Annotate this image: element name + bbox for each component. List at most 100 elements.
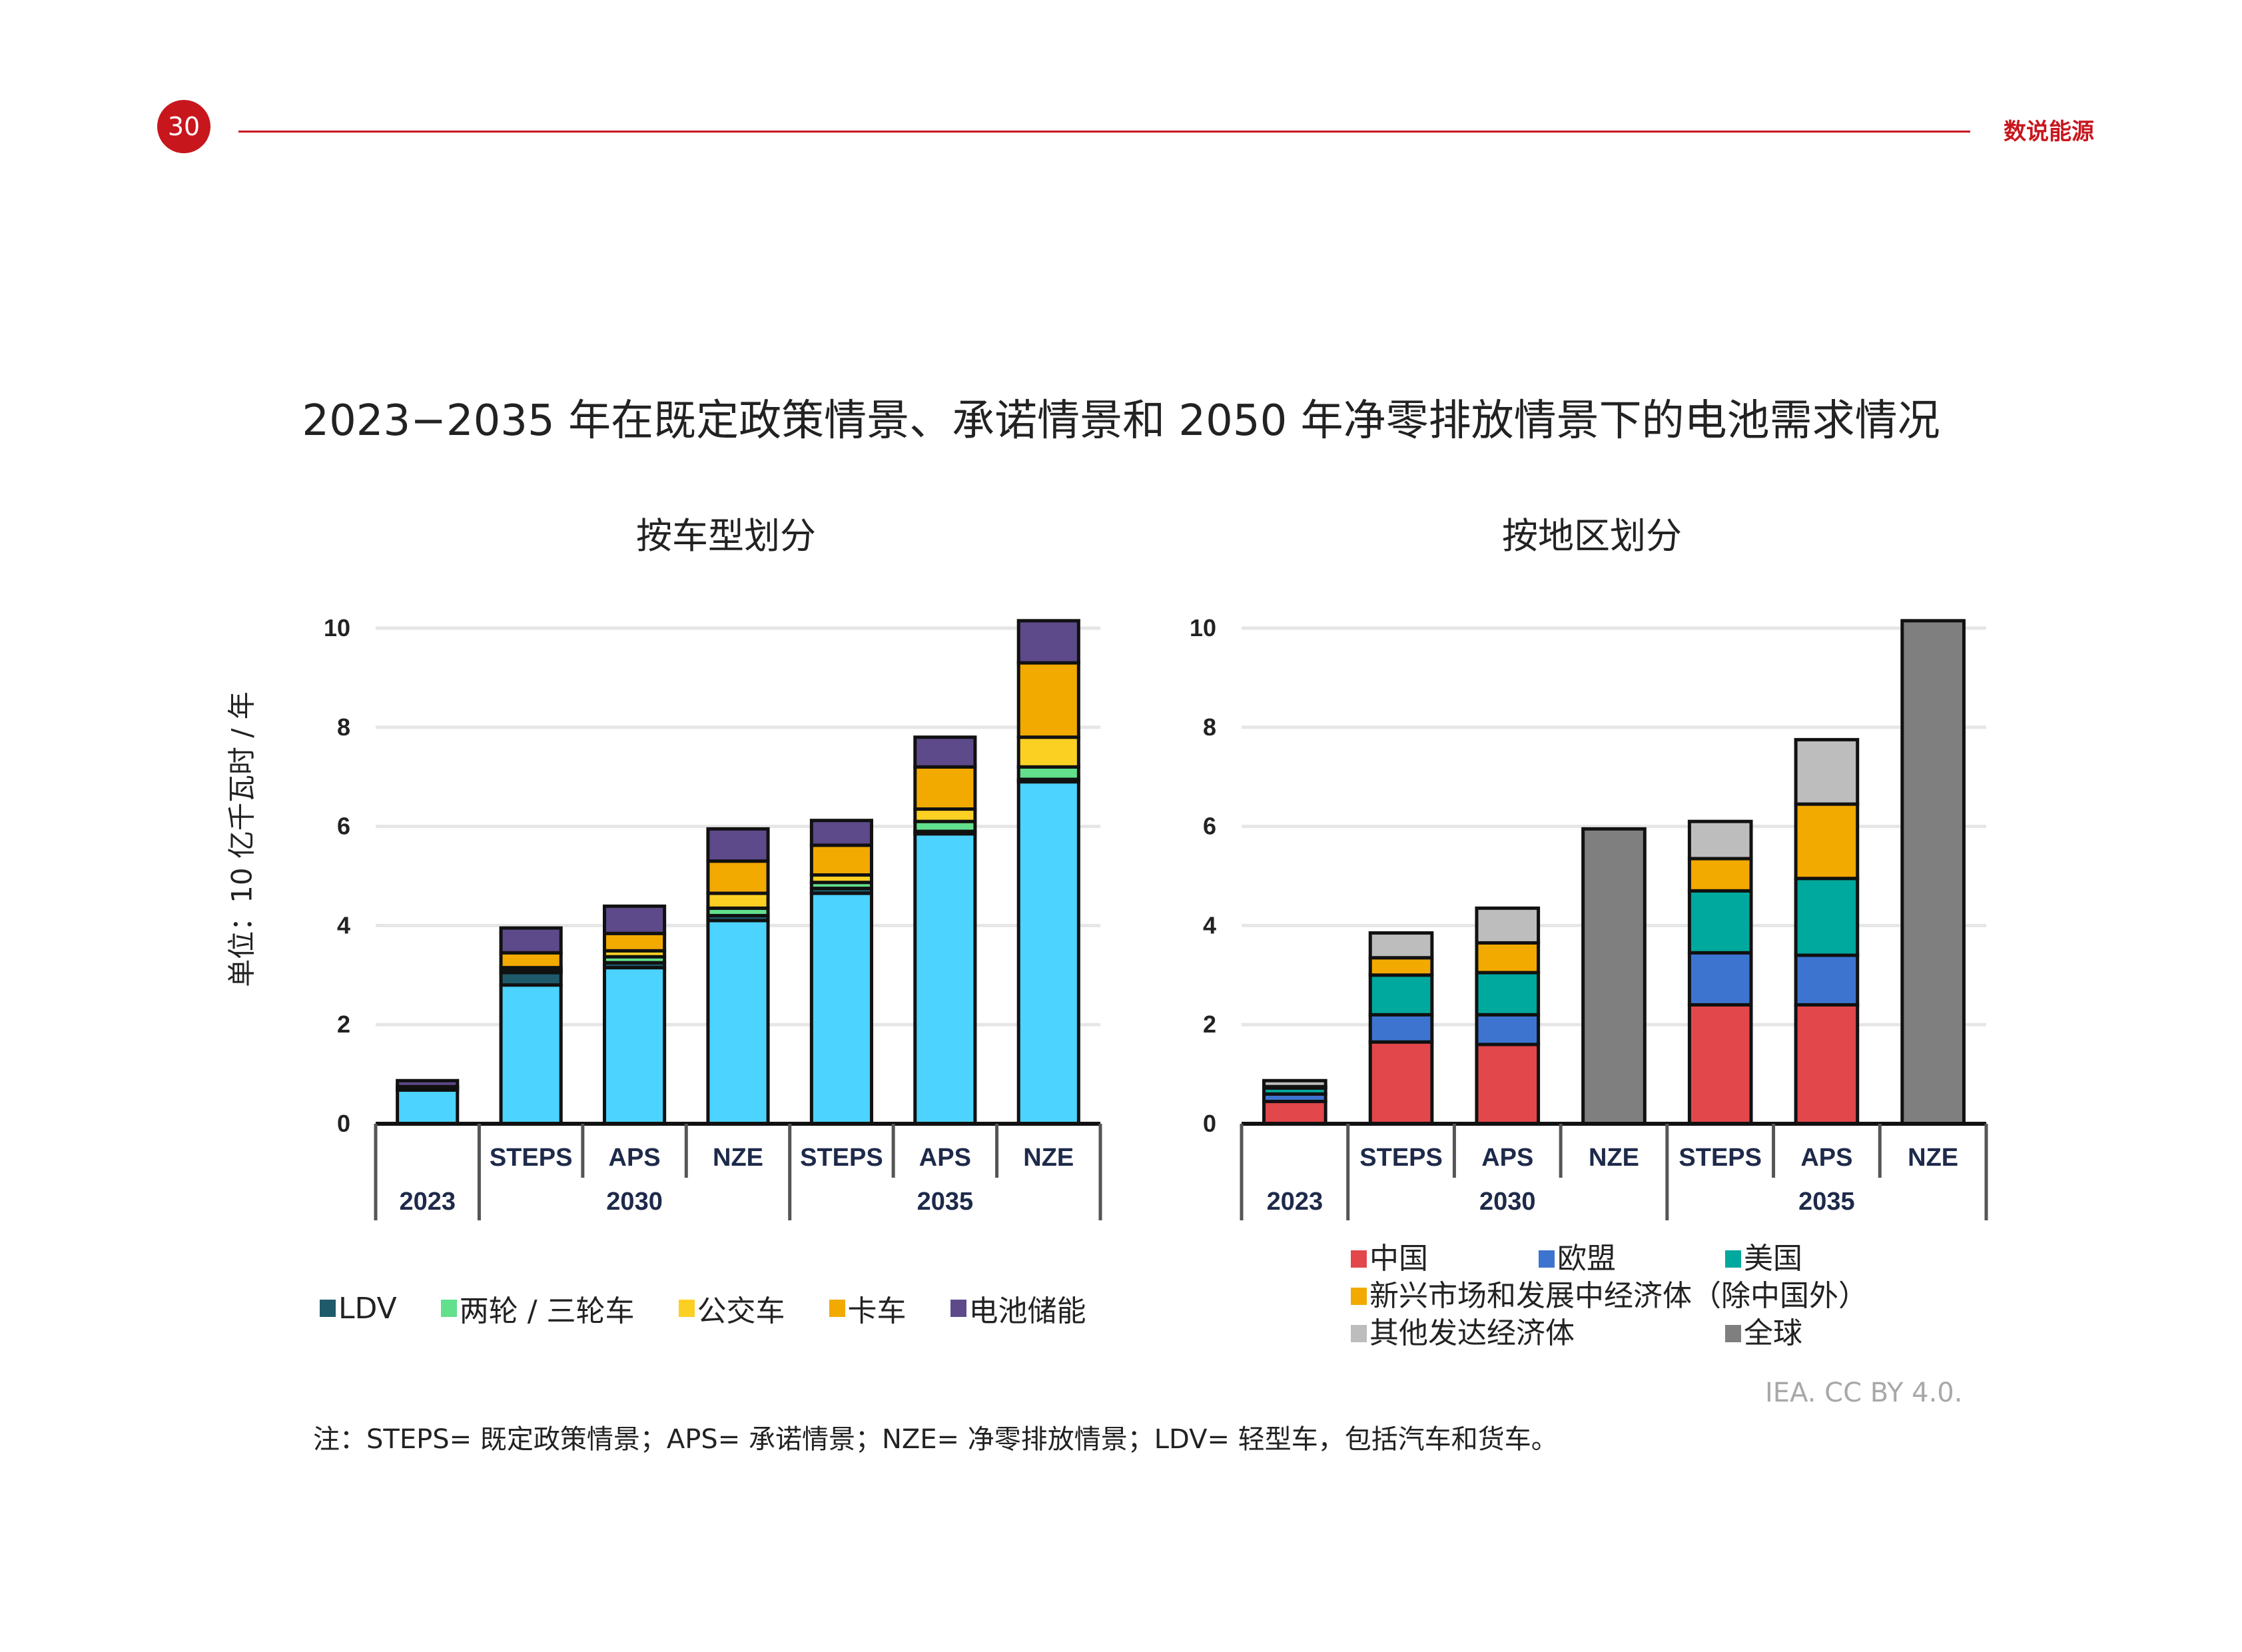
- y-tick-label: 4: [337, 911, 350, 939]
- x-group-label: 2030: [606, 1188, 663, 1216]
- bar-segment-3: [602, 931, 667, 953]
- bar-segment-4: [913, 735, 977, 769]
- bar-segment-ldv-base: [602, 966, 667, 1126]
- source-credit: IEA. CC BY 4.0.: [1765, 1378, 1963, 1408]
- bar-segment-3: [809, 843, 874, 877]
- legend-swatch: [1351, 1325, 1367, 1342]
- x-category-label: APS: [1800, 1144, 1852, 1172]
- legend-item-emde: 新兴市场和发展中经济体（除中国外）: [1351, 1278, 1868, 1315]
- bar-segment-3: [1794, 802, 1860, 881]
- bar-segment-ldv-base: [396, 1088, 460, 1126]
- legend-swatch: [829, 1300, 845, 1317]
- bar-segment-4: [809, 819, 874, 847]
- bar-segment-4: [706, 827, 770, 863]
- legend-swatch: [320, 1300, 336, 1317]
- legend-item-eu: 欧盟: [1539, 1240, 1725, 1278]
- y-tick-label: 0: [1203, 1110, 1216, 1137]
- x-category-label: NZE: [1589, 1144, 1639, 1172]
- y-tick-label: 2: [337, 1011, 350, 1038]
- chart-main-title: 2023−2035 年在既定政策情景、承诺情景和 2050 年净零排放情景下的电…: [302, 396, 1940, 446]
- bar-segment-ldv-base: [1016, 780, 1080, 1126]
- bar-segment-2: [1687, 889, 1753, 955]
- x-group-label: 2023: [399, 1188, 456, 1216]
- bar-segment-2: [1794, 877, 1860, 957]
- x-group-label: 2030: [1479, 1188, 1536, 1216]
- legend-swatch: [1725, 1325, 1741, 1342]
- legend-label: 全球: [1744, 1316, 1802, 1350]
- y-tick-label: 10: [1190, 614, 1216, 641]
- footnote: 注：STEPS= 既定政策情景；APS= 承诺情景；NZE= 净零排放情景；LD…: [313, 1424, 1558, 1455]
- bar-segment-4: [499, 926, 563, 955]
- bar-segment-ldv-base: [913, 832, 977, 1126]
- bar-segment-0: [1794, 1003, 1860, 1126]
- bar-segment-2: [913, 807, 977, 823]
- bar-segment-3: [1687, 857, 1753, 893]
- header-divider: [238, 131, 1970, 133]
- legend-label: 欧盟: [1557, 1242, 1616, 1276]
- bar-segment-2: [1016, 735, 1080, 769]
- y-axis-label: 单位：10 亿千瓦时 / 年: [225, 691, 258, 987]
- legend-item: 两轮 / 三轮车: [440, 1287, 635, 1330]
- legend-item: 卡车: [829, 1287, 907, 1330]
- bar-segment-4: [396, 1078, 460, 1088]
- bar-segment-3: [499, 951, 563, 970]
- x-group-label: 2023: [1267, 1188, 1323, 1216]
- legend-swatch: [950, 1300, 966, 1317]
- bar-segment-5: [1581, 827, 1647, 1126]
- legend-label: 中国: [1369, 1242, 1428, 1276]
- bar-segment-0: [499, 971, 563, 987]
- legend-swatch: [1351, 1250, 1367, 1268]
- bar-segment-3: [1016, 661, 1080, 739]
- legend-label: 其他发达经济体: [1369, 1316, 1575, 1350]
- bar-segment-3: [1368, 956, 1434, 977]
- bar-segment-1: [1368, 1013, 1434, 1044]
- x-category-label: STEPS: [1359, 1144, 1443, 1172]
- legend-label: 卡车: [847, 1294, 907, 1328]
- vehicle-type-legend: LDV 两轮 / 三轮车 公交车 卡车 电池储能: [320, 1287, 1130, 1330]
- bar-segment-ldv-base: [809, 891, 874, 1126]
- legend-item-global: 全球: [1725, 1315, 1802, 1352]
- y-tick-label: 6: [337, 813, 350, 840]
- bar-segment-0: [1262, 1100, 1327, 1126]
- bar-segment-4: [1475, 906, 1541, 945]
- right-chart-title: 按地区划分: [1502, 515, 1682, 557]
- bar-segment-2: [1368, 973, 1434, 1017]
- legend-item-us: 美国: [1725, 1240, 1802, 1278]
- legend-item-china: 中国: [1351, 1240, 1539, 1278]
- legend-swatch: [1725, 1250, 1741, 1268]
- bar-segment-3: [1475, 941, 1541, 975]
- x-category-label: STEPS: [1679, 1144, 1762, 1172]
- bar-segment-1: [1016, 765, 1080, 781]
- y-tick-label: 10: [324, 614, 350, 641]
- x-category-label: STEPS: [800, 1144, 883, 1172]
- legend-item: 公交车: [678, 1287, 785, 1330]
- y-tick-label: 2: [1203, 1011, 1216, 1038]
- x-category-label: APS: [1481, 1144, 1533, 1172]
- legend-label: 美国: [1744, 1242, 1802, 1276]
- bar-segment-4: [1262, 1078, 1327, 1088]
- bar-segment-ldv-base: [499, 983, 563, 1126]
- x-category-label: NZE: [1023, 1144, 1074, 1172]
- x-category-label: NZE: [713, 1144, 763, 1172]
- bar-segment-ldv-base: [706, 919, 770, 1126]
- y-tick-label: 8: [337, 713, 350, 741]
- legend-label: LDV: [338, 1291, 397, 1326]
- region-chart: 0 2 4 6 8 10 STEPS APS NZE STEPS APS NZE 2023 2030 203…: [1190, 614, 1988, 1220]
- legend-label: 两轮 / 三轮车: [459, 1294, 635, 1328]
- bar-segment-3: [706, 859, 770, 895]
- bar-segment-1: [1794, 953, 1860, 1007]
- left-chart-title: 按车型划分: [636, 515, 816, 557]
- vehicle-type-chart: 0 2 4 6 8 10 STEPS APS NZE STEPS APS NZE 2023 2030 203…: [324, 614, 1102, 1220]
- legend-swatch: [1539, 1250, 1555, 1268]
- bar-segment-1: [1687, 951, 1753, 1007]
- legend-item: 电池储能: [950, 1287, 1086, 1330]
- bar-segment-0: [1368, 1040, 1434, 1126]
- bar-segment-2: [706, 891, 770, 910]
- page-number-badge: 30: [157, 100, 210, 153]
- x-category-label: APS: [919, 1144, 971, 1172]
- bar-segment-0: [1475, 1042, 1541, 1126]
- legend-swatch: [678, 1300, 695, 1317]
- bar-segment-0: [1687, 1003, 1753, 1126]
- y-tick-label: 4: [1203, 911, 1216, 939]
- x-group-label: 2035: [1798, 1188, 1855, 1216]
